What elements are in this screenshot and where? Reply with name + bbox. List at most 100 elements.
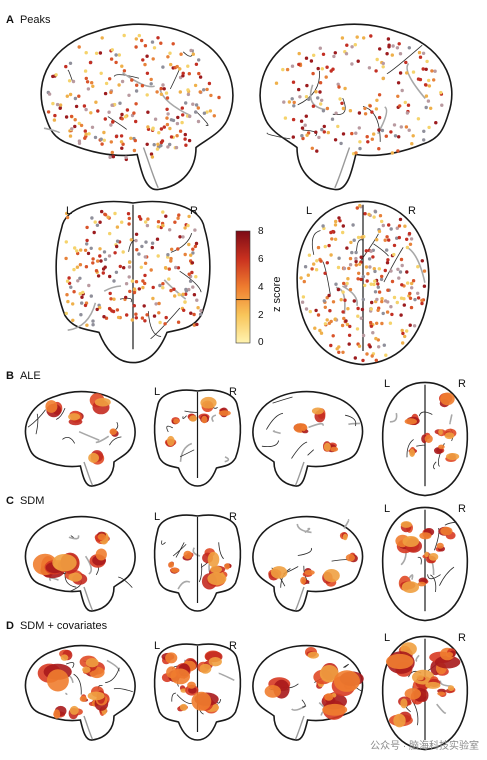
b2-sulcus bbox=[166, 425, 173, 433]
peak-dot bbox=[364, 265, 369, 269]
peak-dot bbox=[84, 51, 88, 55]
peaks-coronal-right-marker: R bbox=[190, 205, 198, 217]
peak-dot bbox=[340, 323, 345, 328]
peak-dot bbox=[397, 135, 401, 139]
a-cor-sulcus bbox=[179, 270, 202, 293]
peak-dot bbox=[91, 261, 95, 265]
a-lat-left-outline bbox=[40, 23, 234, 191]
peak-dot bbox=[198, 75, 203, 79]
peak-dot bbox=[164, 91, 169, 95]
peak-dot bbox=[69, 285, 73, 289]
peak-dot bbox=[93, 135, 98, 140]
activation-blob bbox=[52, 554, 77, 572]
activation-blob bbox=[85, 658, 99, 668]
peak-dot bbox=[143, 62, 147, 67]
peak-dot bbox=[90, 125, 95, 129]
peak-dot bbox=[208, 109, 213, 113]
peak-dot bbox=[73, 246, 77, 250]
peak-dot bbox=[217, 95, 221, 100]
peak-dot bbox=[103, 265, 107, 269]
d1-sulcus bbox=[66, 662, 75, 668]
peak-dot bbox=[126, 212, 131, 216]
peak-dot bbox=[340, 101, 344, 106]
peak-dot bbox=[101, 271, 105, 275]
peak-dot bbox=[139, 217, 143, 221]
d4-sulcus bbox=[436, 703, 447, 714]
peak-dot bbox=[359, 277, 363, 282]
peak-dot bbox=[107, 110, 111, 114]
peak-dot bbox=[406, 281, 410, 285]
peak-dot bbox=[363, 283, 367, 288]
peak-dot bbox=[85, 242, 89, 246]
a-cor-sulcus bbox=[67, 302, 97, 331]
peak-dot bbox=[424, 94, 429, 98]
peak-dot bbox=[168, 228, 172, 232]
peak-dot bbox=[152, 143, 156, 147]
peak-dot bbox=[318, 46, 322, 50]
peak-dot bbox=[331, 334, 335, 338]
peak-dot bbox=[65, 293, 69, 297]
peak-dot bbox=[398, 217, 403, 222]
peak-dot bbox=[195, 298, 199, 302]
peak-dot bbox=[370, 110, 374, 114]
peak-dot bbox=[194, 103, 199, 107]
peak-dot bbox=[145, 313, 149, 317]
peak-dot bbox=[107, 306, 112, 311]
peak-dot bbox=[134, 119, 138, 124]
peak-dot bbox=[83, 129, 87, 133]
peak-dot bbox=[187, 214, 191, 219]
peak-dot bbox=[119, 134, 124, 138]
peak-dot bbox=[183, 132, 187, 137]
activation-blob bbox=[307, 651, 319, 659]
peak-dot bbox=[424, 67, 428, 71]
peak-dot bbox=[366, 140, 370, 144]
peak-dot bbox=[94, 269, 99, 273]
activation-blob bbox=[79, 695, 87, 702]
peak-dot bbox=[404, 60, 408, 65]
peak-dot bbox=[389, 305, 393, 309]
c3-outline-group bbox=[252, 515, 364, 612]
peak-dot bbox=[323, 244, 327, 249]
peak-dot bbox=[65, 94, 69, 98]
peak-dot bbox=[335, 347, 339, 351]
peak-dot bbox=[360, 307, 365, 312]
peak-dot bbox=[96, 109, 100, 113]
panel-b-letter: B bbox=[6, 370, 14, 382]
peak-dot bbox=[175, 64, 179, 69]
peak-dot bbox=[85, 323, 89, 327]
peak-dot bbox=[191, 247, 195, 251]
peak-dot bbox=[187, 72, 191, 76]
peak-dot bbox=[180, 120, 184, 125]
peak-dot bbox=[194, 241, 199, 246]
d1-brainstem bbox=[83, 715, 94, 740]
activation-blob bbox=[323, 442, 331, 452]
peak-dot bbox=[384, 353, 388, 357]
activation-blob bbox=[208, 657, 222, 667]
peak-dot bbox=[327, 293, 331, 298]
peak-dot bbox=[166, 55, 170, 59]
activation-blob bbox=[94, 397, 111, 407]
peak-dot bbox=[407, 231, 412, 236]
peak-dot bbox=[166, 112, 170, 116]
sdm-left-lateral-brain bbox=[24, 515, 136, 612]
a-cor-sulcus bbox=[170, 232, 193, 253]
peak-dot bbox=[196, 106, 200, 110]
peak-dot bbox=[157, 301, 161, 306]
sdm-cov-left-lateral-brain bbox=[24, 644, 136, 741]
peak-dot bbox=[92, 230, 96, 235]
b3-sulcus bbox=[308, 422, 324, 429]
a-lat-right-outline bbox=[259, 23, 453, 191]
peak-dot bbox=[370, 354, 374, 358]
peak-dot bbox=[205, 110, 209, 114]
peak-dot bbox=[149, 77, 153, 82]
peak-dot bbox=[307, 253, 312, 257]
peak-dot bbox=[341, 132, 346, 136]
sdm-cov-coronal-right-marker: R bbox=[229, 640, 237, 652]
activation-blob bbox=[301, 425, 307, 432]
sdm-right-lateral-brain bbox=[252, 515, 364, 612]
peak-dot bbox=[396, 81, 401, 85]
peak-dot bbox=[334, 111, 338, 115]
peak-dot bbox=[298, 95, 302, 99]
b1-brainstem bbox=[83, 461, 94, 486]
b4-sulcus bbox=[418, 411, 433, 417]
